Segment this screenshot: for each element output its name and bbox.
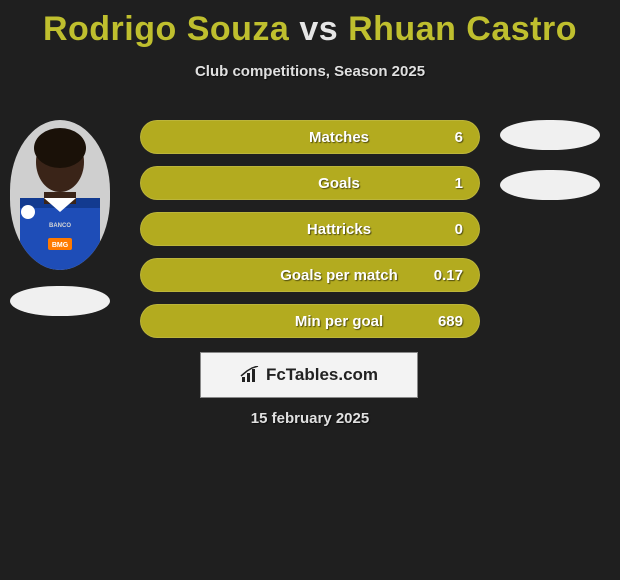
- player1-name: Rodrigo Souza: [43, 10, 289, 48]
- stat-row-goals: Goals 1: [140, 166, 480, 200]
- stat-value: 1: [421, 175, 463, 192]
- player1-team-badge: [10, 286, 110, 316]
- vs-separator: vs: [299, 10, 338, 48]
- stat-value: 0: [421, 221, 463, 238]
- comparison-title: Rodrigo Souza vs Rhuan Castro: [0, 0, 620, 49]
- stat-row-mpg: Min per goal 689: [140, 304, 480, 338]
- player2-badge-1: [500, 120, 600, 150]
- chart-icon: [240, 366, 260, 384]
- stat-row-hattricks: Hattricks 0: [140, 212, 480, 246]
- stat-label: Hattricks: [157, 221, 421, 238]
- svg-text:BANCO: BANCO: [49, 223, 71, 229]
- player2-badge-2: [500, 170, 600, 200]
- stats-panel: Matches 6 Goals 1 Hattricks 0 Goals per …: [140, 120, 480, 350]
- player2-avatar-block: [500, 120, 600, 220]
- player1-avatar-block: BMG BANCO: [10, 120, 110, 316]
- stat-label: Goals: [157, 175, 421, 192]
- stat-label: Goals per match: [157, 267, 421, 284]
- stat-label: Matches: [157, 129, 421, 146]
- stat-value: 689: [421, 313, 463, 330]
- svg-text:BMG: BMG: [52, 242, 69, 249]
- stat-label: Min per goal: [157, 313, 421, 330]
- brand-attribution: FcTables.com: [200, 352, 418, 398]
- stat-value: 0.17: [421, 267, 463, 284]
- subtitle: Club competitions, Season 2025: [0, 63, 620, 80]
- stat-row-gpm: Goals per match 0.17: [140, 258, 480, 292]
- stat-value: 6: [421, 129, 463, 146]
- stat-row-matches: Matches 6: [140, 120, 480, 154]
- player1-avatar: BMG BANCO: [10, 120, 110, 270]
- brand-text: FcTables.com: [266, 365, 378, 385]
- player2-name: Rhuan Castro: [348, 10, 577, 48]
- snapshot-date: 15 february 2025: [0, 410, 620, 427]
- avatar-illustration: BMG BANCO: [10, 120, 110, 270]
